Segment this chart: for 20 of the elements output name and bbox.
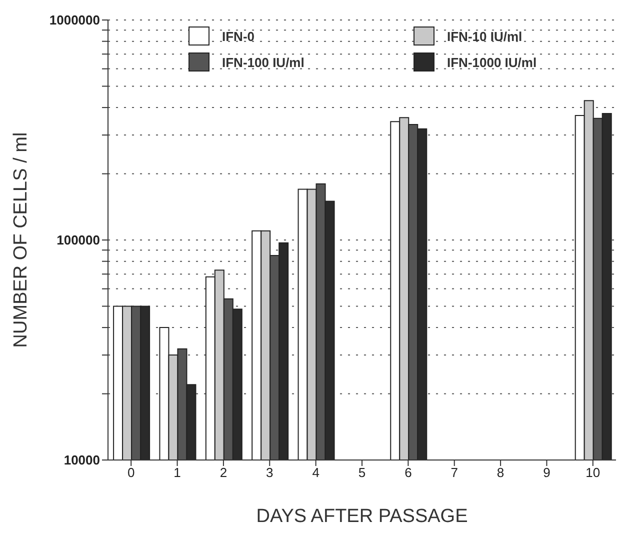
y-tick-label: 10000 (64, 452, 100, 468)
legend-label: IFN-100 IU/ml (222, 54, 304, 70)
x-tick-label: 10 (586, 465, 600, 480)
x-tick-label: 1 (174, 465, 181, 480)
x-tick-label: 3 (266, 465, 274, 480)
x-tick-label: 0 (127, 465, 135, 480)
x-tick-label: 9 (543, 465, 550, 480)
x-tick-label: 4 (312, 465, 320, 480)
y-axis-title: NUMBER OF CELLS / ml (10, 132, 32, 348)
x-tick-label: 7 (450, 465, 458, 480)
x-axis-title: DAYS AFTER PASSAGE (256, 506, 468, 527)
x-tick-label: 6 (404, 465, 412, 480)
x-tick-label: 5 (358, 465, 366, 480)
y-tick-label: 100000 (56, 232, 100, 248)
legend-label: IFN-1000 IU/ml (447, 54, 537, 70)
legend-label: IFN-10 IU/ml (447, 28, 522, 44)
x-tick-label: 2 (220, 465, 228, 480)
x-tick-label: 8 (496, 465, 504, 480)
y-tick-label: 1000000 (49, 12, 100, 28)
legend-label: IFN-0 (222, 28, 254, 44)
